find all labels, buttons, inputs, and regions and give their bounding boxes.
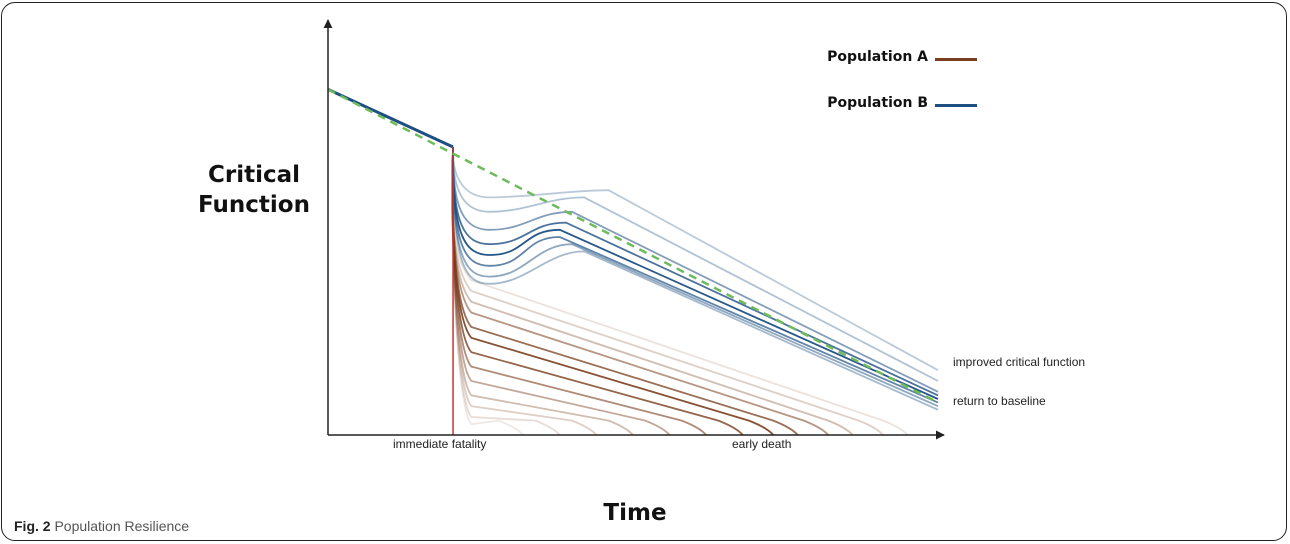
- population-a-curve-12: [451, 146, 524, 436]
- legend-label-population-a: Population A: [827, 49, 928, 65]
- legend-swatch-population-b: [935, 104, 977, 107]
- figure-caption: Fig. 2 Population Resilience: [14, 518, 189, 534]
- legend-swatch-population-a: [935, 58, 977, 61]
- population-a-curve-7: [451, 146, 707, 436]
- population-b-curve-7: [452, 146, 939, 411]
- population-b-curve-3: [452, 146, 939, 397]
- population-b-curve-6: [452, 146, 939, 408]
- pre-event-trajectory: [327, 88, 454, 149]
- caption-text: Population Resilience: [54, 518, 190, 534]
- population-b-curve-0: [452, 146, 939, 371]
- population-a-curve-8: [451, 146, 671, 436]
- annotation-early-death: early death: [732, 437, 792, 451]
- population-b-curve-2: [452, 146, 939, 393]
- annotation-immediate-fatality: immediate fatality: [393, 437, 487, 451]
- caption-label: Fig. 2: [14, 518, 51, 534]
- population-b-curves: [327, 88, 939, 411]
- x-axis-label: Time: [603, 500, 667, 526]
- population-b-curve-1: [452, 146, 939, 382]
- annotation-return-to-baseline: return to baseline: [953, 394, 1046, 408]
- y-axis-label: Critical Function: [197, 162, 310, 218]
- baseline-dashed-line: [327, 88, 939, 404]
- population-a-curves: [451, 146, 909, 436]
- legend-label-population-b: Population B: [827, 95, 928, 111]
- annotation-improved-critical-function: improved critical function: [953, 355, 1086, 369]
